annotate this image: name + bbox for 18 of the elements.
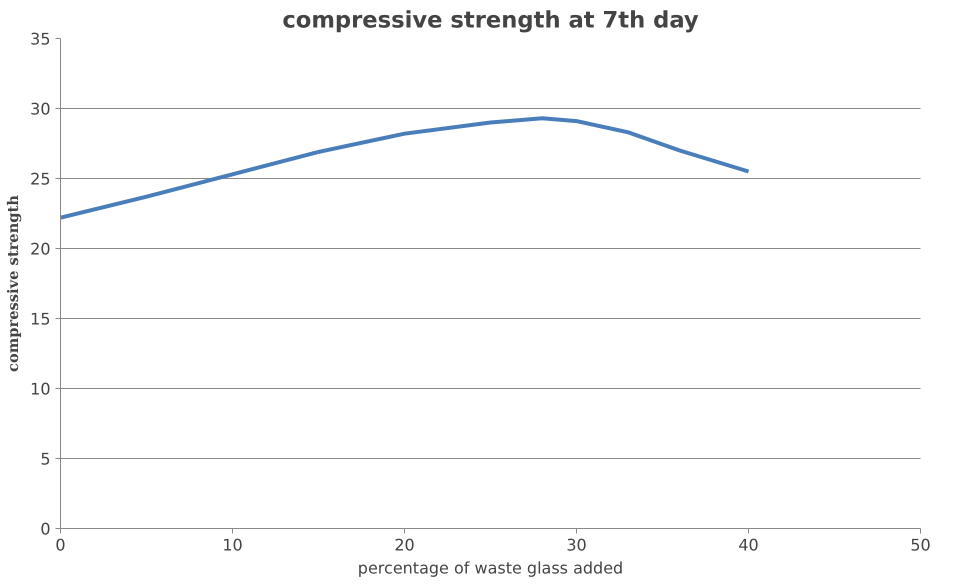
y-tick-label: 35 [30,30,50,48]
y-axis-title: compressive strength [5,194,22,372]
y-tick-label: 25 [30,170,50,188]
y-tick-label: 10 [30,380,50,398]
y-tick-label: 5 [40,450,51,468]
y-tick-label: 0 [40,520,51,538]
y-tick-label: 15 [30,310,50,328]
x-tick-label: 20 [394,536,415,554]
x-tick-label: 0 [55,536,66,554]
chart-title: compressive strength at 7th day [282,8,699,34]
x-tick-label: 40 [738,536,759,554]
y-tick-label: 20 [30,240,50,258]
y-tick-label: 30 [30,100,50,118]
x-tick-label: 50 [910,536,931,554]
x-axis-title: percentage of waste glass added [358,558,624,578]
x-tick-label: 30 [566,536,587,554]
x-tick-label: 10 [222,536,243,554]
line-series [60,116,750,220]
